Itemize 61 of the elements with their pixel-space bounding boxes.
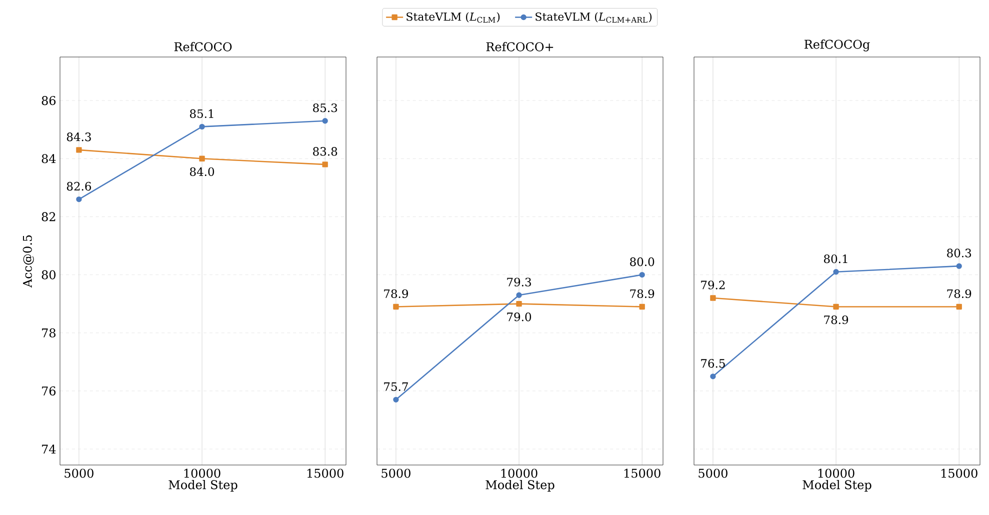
y-tick-label: 86: [42, 96, 56, 106]
y-tick-label: 80: [42, 270, 56, 280]
x-tick-label: 5000: [382, 468, 410, 478]
chart-title: RefCOCOg: [804, 40, 870, 52]
data-label: 85.3: [313, 103, 338, 112]
legend-label: StateVLM (L$_{CLM+ARL}$): [536, 12, 652, 23]
y-tick-label: 84: [42, 154, 56, 164]
data-label: 80.1: [824, 254, 848, 264]
x-tick-label: 10000: [501, 468, 538, 478]
x-tick-label: 5000: [698, 468, 728, 478]
x-tick-label: 15000: [307, 468, 344, 478]
data-label: 78.9: [947, 289, 972, 298]
point: [639, 304, 645, 310]
data-label: 79.0: [507, 312, 532, 322]
point: [516, 300, 522, 307]
data-label: 79.3: [507, 278, 531, 286]
y-tick-label: 78: [42, 328, 56, 338]
point: [199, 124, 205, 130]
data-label: 80.0: [630, 257, 654, 266]
data-label: 84.3: [66, 132, 91, 142]
data-label: 79.2: [701, 280, 725, 290]
point: [76, 147, 82, 153]
x-tick-label: 5000: [64, 468, 94, 478]
legend-label: StateVLM (L$_{CLM}$): [406, 12, 500, 23]
y-tick-label: 82: [42, 212, 56, 222]
x-axis-title: Model Step: [486, 480, 554, 492]
data-label: 80.3: [947, 248, 972, 258]
chart-title: RefCOCO+: [486, 42, 554, 52]
chart-title: RefCOCO: [174, 42, 232, 52]
data-label: 78.9: [824, 315, 848, 324]
point: [322, 162, 328, 168]
x-tick-label: 10000: [184, 468, 220, 478]
data-label: 85.1: [190, 109, 214, 118]
point: [956, 263, 962, 269]
y-tick-label: 74: [42, 444, 56, 454]
point: [710, 374, 716, 380]
data-label: 83.8: [313, 147, 338, 156]
point: [516, 292, 522, 298]
data-label: 78.9: [384, 289, 408, 298]
point: [393, 304, 399, 310]
y-tick-label: 76: [42, 386, 56, 396]
point: [833, 269, 839, 275]
data-label: 76.5: [701, 359, 725, 368]
data-label: 82.6: [66, 182, 92, 191]
x-tick-label: 15000: [624, 468, 660, 478]
point: [956, 304, 962, 310]
data-label: 84.0: [190, 167, 214, 176]
point: [199, 156, 205, 162]
x-axis-title: Model Step: [168, 480, 238, 492]
data-label: 75.7: [384, 382, 408, 391]
y-axis-title: Acc@0.5: [22, 235, 34, 288]
point: [639, 272, 645, 278]
x-tick-label: 10000: [818, 468, 854, 478]
point: [393, 396, 399, 402]
point: [76, 196, 82, 202]
x-axis-title: Model Step: [802, 480, 872, 492]
point: [833, 304, 839, 310]
point: [322, 118, 328, 124]
data-label: 78.9: [630, 289, 654, 298]
point: [710, 295, 716, 301]
x-tick-label: 15000: [941, 468, 978, 478]
